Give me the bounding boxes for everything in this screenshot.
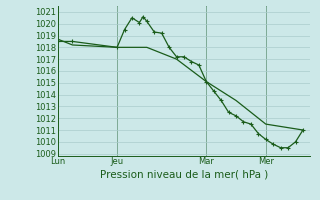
X-axis label: Pression niveau de la mer( hPa ): Pression niveau de la mer( hPa ) <box>100 169 268 179</box>
